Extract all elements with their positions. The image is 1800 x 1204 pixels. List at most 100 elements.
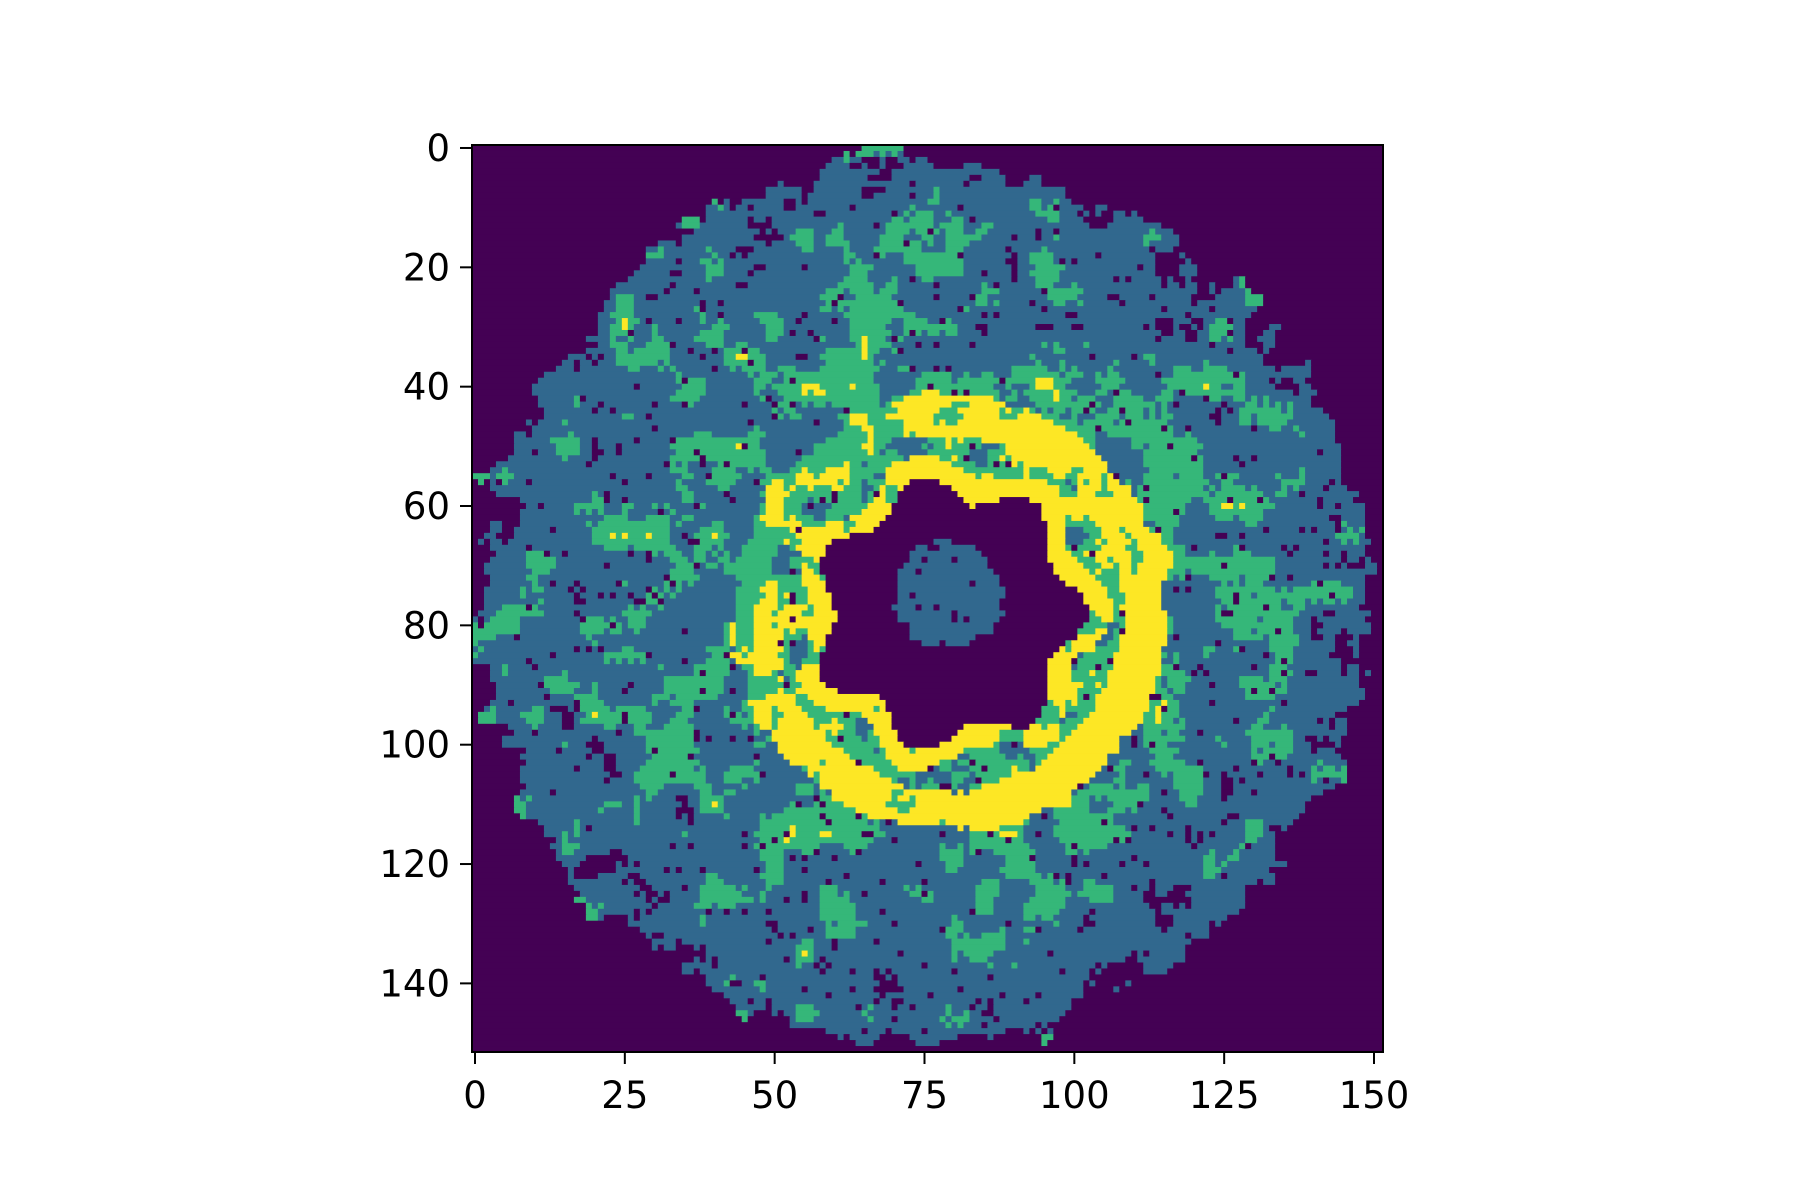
heatmap-cell-run: [633, 628, 641, 635]
heatmap-cell-run: [693, 664, 731, 671]
heatmap-cell-run: [1269, 574, 1276, 582]
heatmap-cell-run: [1209, 670, 1270, 677]
heatmap-cell-run: [1089, 980, 1096, 987]
heatmap-cell-run: [472, 186, 767, 194]
heatmap-cell-run: [813, 335, 821, 343]
heatmap-cell-run: [897, 920, 953, 928]
heatmap-cell-run: [1179, 705, 1270, 713]
heatmap-cell-run: [573, 503, 605, 510]
heatmap-cell-run: [927, 318, 941, 325]
heatmap-cell-run: [963, 216, 971, 224]
heatmap-cell-run: [1071, 861, 1078, 868]
heatmap-cell-run: [525, 550, 545, 558]
heatmap-cell-run: [1107, 485, 1132, 492]
heatmap-cell-run: [591, 437, 599, 444]
heatmap-cell-run: [897, 777, 911, 785]
heatmap-cell-run: [783, 329, 791, 337]
heatmap-cell-run: [645, 341, 671, 349]
heatmap-cell-run: [1011, 389, 1018, 397]
heatmap-cell-run: [1257, 425, 1270, 433]
heatmap-cell-run: [987, 270, 1012, 277]
heatmap-cell-run: [1293, 401, 1312, 409]
heatmap-cell-run: [489, 544, 527, 552]
heatmap-cell-run: [705, 872, 719, 880]
heatmap-cell-run: [909, 210, 917, 218]
heatmap-cell-run: [987, 312, 995, 319]
heatmap-cell-run: [1095, 556, 1108, 564]
heatmap-cell-run: [981, 1010, 995, 1017]
heatmap-cell-run: [1299, 383, 1312, 391]
heatmap-cell-run: [1059, 210, 1078, 218]
heatmap-cell-run: [1131, 837, 1186, 844]
heatmap-cell-run: [1233, 324, 1246, 331]
heatmap-cell-run: [777, 371, 785, 379]
heatmap-cell-run: [993, 896, 1030, 904]
heatmap-cell-run: [1143, 216, 1384, 224]
heatmap-cell-run: [621, 771, 635, 779]
heatmap-cell-run: [825, 508, 863, 516]
heatmap-cell-run: [1035, 717, 1060, 725]
heatmap-cell-run: [472, 884, 575, 892]
heatmap-cell-run: [1005, 258, 1018, 265]
heatmap-cell-run: [1191, 843, 1198, 850]
heatmap-cell-run: [999, 777, 1090, 785]
heatmap-cell-run: [1125, 526, 1150, 534]
heatmap-cell-run: [472, 938, 653, 946]
heatmap-cell-run: [519, 711, 545, 719]
heatmap-cell-run: [1347, 562, 1366, 570]
heatmap-cell-run: [855, 252, 875, 259]
heatmap-cell-run: [1065, 365, 1072, 373]
heatmap-cell-run: [1053, 324, 1072, 331]
heatmap-cell-run: [687, 347, 695, 355]
heatmap-cell-run: [1257, 520, 1336, 528]
heatmap-cell-run: [1329, 777, 1342, 785]
heatmap-cell-run: [951, 616, 959, 623]
heatmap-cell-run: [813, 210, 827, 218]
heatmap-cell-run: [1083, 920, 1096, 928]
heatmap-cell-run: [633, 437, 641, 444]
heatmap-cell-run: [759, 425, 845, 433]
heatmap-cell-run: [993, 831, 1001, 838]
heatmap-cell-run: [879, 741, 905, 749]
heatmap-cell-run: [519, 497, 593, 504]
heatmap-cell-run: [1113, 365, 1174, 373]
heatmap-cell-run: [1365, 592, 1384, 600]
heatmap-cell-run: [981, 783, 1078, 791]
heatmap-cell-run: [585, 711, 593, 719]
heatmap-cell-run: [933, 765, 941, 773]
heatmap-cell-run: [849, 461, 863, 468]
heatmap-cell-run: [723, 711, 731, 719]
heatmap-cell-run: [969, 956, 989, 964]
heatmap-cell-run: [801, 938, 815, 946]
heatmap-cell-run: [531, 586, 545, 594]
heatmap-cell-run: [921, 861, 947, 868]
heatmap-cell-run: [1083, 980, 1090, 987]
heatmap-cell-run: [879, 998, 893, 1005]
heatmap-cell-run: [693, 556, 707, 564]
heatmap-cell-run: [1233, 276, 1240, 283]
heatmap-cell-run: [1245, 329, 1264, 337]
heatmap-cell-run: [483, 622, 521, 629]
heatmap-cell-run: [1167, 425, 1174, 433]
heatmap-cell-run: [945, 640, 971, 647]
heatmap-cell-run: [705, 777, 725, 785]
heatmap-cell-run: [1053, 419, 1078, 427]
heatmap-cell-run: [915, 884, 923, 892]
heatmap-cell-run: [1059, 741, 1120, 749]
heatmap-cell-run: [705, 556, 719, 564]
heatmap-cell-run: [711, 986, 761, 993]
heatmap-cell-run: [1227, 562, 1276, 570]
heatmap-cell-run: [1263, 497, 1270, 504]
heatmap-cell-run: [1293, 658, 1342, 665]
heatmap-cell-run: [561, 455, 569, 462]
heatmap-cell-run: [567, 455, 593, 462]
heatmap-cell-run: [1143, 264, 1156, 271]
heatmap-cell-run: [1185, 550, 1210, 558]
heatmap-cell-run: [849, 514, 887, 522]
heatmap-cell-run: [1353, 652, 1360, 659]
heatmap-cell-run: [729, 735, 737, 743]
heatmap-cell-run: [1041, 711, 1060, 719]
heatmap-cell-run: [1131, 831, 1168, 838]
heatmap-cell-run: [861, 491, 869, 498]
heatmap-cell-run: [681, 234, 755, 242]
